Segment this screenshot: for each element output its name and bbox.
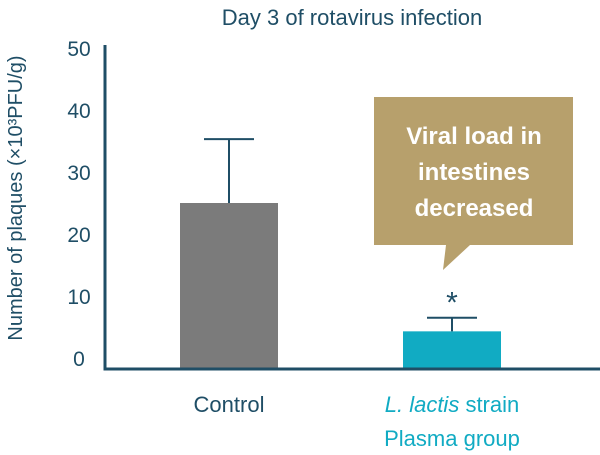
y-tick-label: 30 [67, 162, 90, 185]
callout-text: intestines [418, 159, 530, 186]
y-tick-label: 10 [67, 286, 90, 309]
chart-title: Day 3 of rotavirus infection [222, 5, 482, 30]
x-tick-label: Control [194, 392, 265, 417]
y-tick-label: 50 [67, 38, 90, 61]
bars: * [180, 138, 501, 369]
annotation-callout: Viral load in intestines decreased [374, 97, 573, 270]
bar [403, 331, 501, 369]
y-tick-label: 0 [73, 348, 85, 371]
callout-text: decreased [415, 195, 534, 222]
y-axis-ticks: 0 10 20 30 40 50 [67, 38, 90, 371]
significance-marker: * [446, 287, 458, 320]
x-tick-label: L. lactis strain [385, 392, 520, 417]
bar [180, 203, 278, 369]
callout-text: Viral load in [406, 123, 542, 150]
x-axis-labels: Control L. lactis strain Plasma group [194, 392, 520, 451]
y-axis-label: Number of plaques (×10³PFU/g) [5, 55, 27, 340]
y-tick-label: 40 [67, 100, 90, 123]
x-tick-label: Plasma group [384, 426, 520, 451]
callout-box [374, 97, 573, 270]
y-tick-label: 20 [67, 224, 90, 247]
axes [103, 45, 600, 371]
